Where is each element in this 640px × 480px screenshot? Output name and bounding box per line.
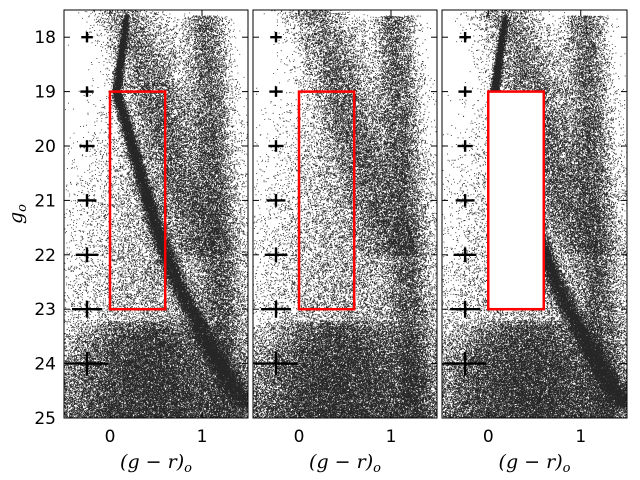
panel-right: 0 1(g − r)o — [442, 10, 628, 476]
panel-middle: 0 1(g − r)o — [253, 10, 438, 476]
y-tick-label: 22 — [34, 246, 56, 266]
error-bar-18 — [81, 32, 93, 43]
error-bar-20 — [79, 140, 94, 152]
star-scatter — [253, 10, 438, 419]
y-tick-label: 24 — [34, 355, 56, 375]
x-axis-label: (g − r)o — [499, 451, 571, 476]
error-bar-23 — [72, 301, 102, 318]
star-scatter — [64, 10, 249, 419]
svg-text:go: go — [5, 204, 30, 224]
error-bar-20 — [458, 140, 473, 152]
y-tick-label: 23 — [34, 300, 56, 320]
error-bar-21 — [267, 194, 286, 207]
x-axis-label: (g − r)o — [120, 451, 192, 476]
y-tick-label: 25 — [34, 409, 56, 429]
x-tick-label: 1 — [575, 427, 586, 447]
y-axis-label: go — [5, 204, 30, 224]
error-bar-18 — [270, 32, 282, 43]
error-bar-19 — [458, 86, 471, 97]
x-tick-label: 1 — [197, 427, 208, 447]
x-tick-label: 0 — [294, 427, 305, 447]
error-bar-23 — [450, 301, 480, 318]
panel-left: 18 19 20 21 22 23 24 25 0 1(g − r)o — [34, 10, 249, 476]
error-bar-22 — [454, 247, 477, 262]
x-tick-label: 1 — [386, 427, 397, 447]
y-tick-label: 19 — [34, 83, 56, 103]
selection-box-fill — [488, 92, 544, 310]
x-tick-label: 0 — [105, 427, 116, 447]
error-bar-20 — [268, 140, 283, 152]
error-bar-19 — [269, 86, 282, 97]
x-tick-label: 0 — [483, 427, 494, 447]
error-bar-22 — [265, 247, 288, 262]
error-bar-19 — [80, 86, 93, 97]
x-axis-label: (g − r)o — [309, 451, 381, 476]
y-tick-label: 21 — [34, 191, 56, 211]
y-tick-label: 18 — [34, 28, 56, 48]
error-bar-23 — [261, 301, 291, 318]
y-tick-label: 20 — [34, 137, 56, 157]
